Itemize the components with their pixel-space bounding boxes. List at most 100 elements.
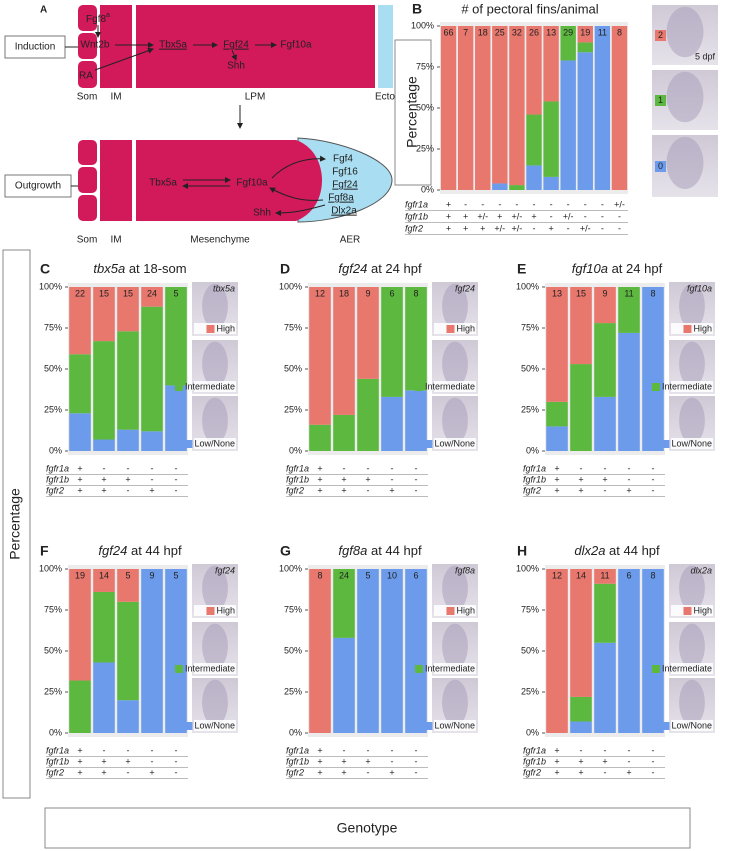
legend-swatch [651,383,660,391]
y-tick-label: 50% [416,102,434,112]
legend-swatch [174,665,183,673]
genotype-value: - [481,199,484,209]
legend-swatch [184,722,193,730]
chart: B # of pectoral fins/animalPercentage0%25… [394,1,718,235]
genotype-value: + [389,485,394,495]
bar-segment [69,354,91,414]
genotype-value: + [602,756,607,766]
genotype-value: + [341,485,346,495]
legend-label: Low/None [194,720,235,730]
genotype-value: + [626,485,631,495]
panel-letter: F [40,543,49,559]
chart-title: # of pectoral fins/animal [461,1,598,16]
chart-title: fgf24 at 24 hpf [338,261,422,276]
genotype-label: fgfr1b [46,756,69,766]
y-tick-label: 75% [521,604,539,614]
genotype-label: fgfr1b [286,756,309,766]
genotype-value: - [580,745,583,755]
genotype-value: + [149,767,154,777]
gene: RA [79,71,93,82]
genotype-value: +/- [512,223,523,233]
genotype-value: - [604,745,607,755]
somite [78,167,97,193]
bar-segment [594,287,616,324]
genotype-value: - [584,211,587,221]
bar-segment [570,721,592,733]
legend-label: 1 [658,95,663,105]
gene: Fgf16 [332,167,358,178]
genotype-label: fgfr2 [405,223,423,233]
bar-segment [405,287,427,391]
genotype-value: - [367,485,370,495]
genotype-value: - [343,463,346,473]
count-label: 26 [529,27,539,37]
genotype-value: - [391,745,394,755]
legend-label: 2 [658,30,663,40]
count-label: 12 [552,570,562,580]
title-gene: fgf24 [338,261,367,276]
panel-letter: C [40,261,50,277]
genotype-label: fgfr1a [405,199,428,209]
genotype-label: fgfr1b [46,474,69,484]
title-stage: at 44 hpf [371,543,422,558]
bar-segment [457,26,474,190]
genotype-label: fgfr1b [286,474,309,484]
y-tick-label: 50% [284,363,302,373]
stage-label: Induction [15,42,56,53]
chart-title: dlx2a at 44 hpf [574,543,660,558]
embryo-shape [679,397,705,444]
genotype-value: - [415,767,418,777]
count-label: 13 [552,288,562,298]
genotype-value: + [341,756,346,766]
count-label: 25 [495,27,505,37]
genotype-label: fgfr1b [405,211,428,221]
embryo-shape [666,6,704,58]
genotype-value: - [127,745,130,755]
bar-segment [440,26,457,190]
y-axis-label: Percentage [404,76,420,148]
bar-segment [405,390,427,451]
image-label: fgf8a [455,565,475,575]
legend-box [671,605,713,616]
genotype-value: + [626,767,631,777]
im [100,140,132,221]
bar-segment [594,396,616,451]
bar-segment [577,26,593,43]
legend-swatch [683,325,692,333]
genotype-value: - [601,199,604,209]
legend-label: Intermediate [662,663,712,673]
legend-swatch [414,665,423,673]
genotype-value: + [77,767,82,777]
somite [78,140,97,165]
somite [78,61,97,88]
genotype-value: - [584,199,587,209]
legend-swatch [206,325,215,333]
genotype-value: - [533,223,536,233]
bar-segment [333,414,355,451]
y-tick-label: 75% [44,322,62,332]
genotype-value: + [554,474,559,484]
genotype-value: + [446,199,451,209]
genotype-value: + [317,756,322,766]
bar-segment [333,287,355,415]
bar-segment [381,396,403,451]
genotype-value: - [415,474,418,484]
y-tick-label: 25% [521,686,539,696]
legend-label: High [693,323,712,333]
genotype-value: + [125,474,130,484]
legend-swatch [655,161,666,172]
bar-segment [141,569,163,733]
bar-segment [141,306,163,432]
legend-label: Low/None [194,438,235,448]
legend-swatch [446,607,455,615]
image-label: dlx2a [690,565,712,575]
tissue-label: Som [77,235,98,246]
gene: Fgf8a [328,193,354,204]
genotype-value: + [480,223,485,233]
genotype-label: fgfr1b [523,756,546,766]
genotype-label: fgfr1a [523,463,546,473]
embryo-shape [202,341,228,387]
somite [78,5,97,31]
genotype-value: + [463,211,468,221]
